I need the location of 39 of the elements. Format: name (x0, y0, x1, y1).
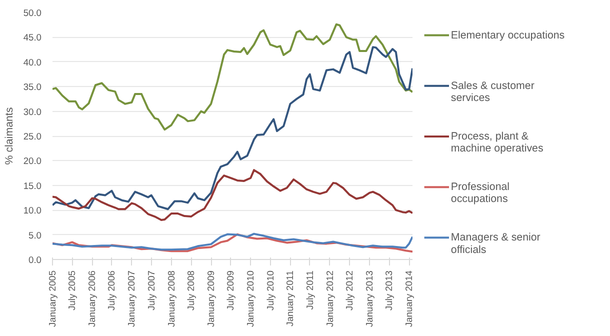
x-tick-label: July 2011 (304, 270, 315, 310)
y-tick-label: 0.0 (28, 255, 42, 265)
line-series (52, 169, 412, 221)
x-tick-label: July 2007 (146, 270, 156, 310)
x-tick-label: July 2012 (344, 270, 355, 310)
y-tick-label: 5.0 (28, 230, 42, 240)
y-tick-label: 35.0 (23, 82, 42, 92)
x-tick-label: January 2012 (324, 270, 335, 328)
y-tick-label: 15.0 (23, 180, 42, 191)
x-tick-label: July 2006 (106, 270, 117, 310)
y-tick-label: 10.0 (23, 206, 42, 216)
legend-label: Professional occupations (450, 181, 510, 206)
x-tick-label: January 2010 (246, 270, 256, 328)
x-tick-label: January 2005 (48, 270, 58, 328)
x-tick-label: July 2010 (265, 270, 276, 310)
legend-label: Process, plant & machine operatives (450, 130, 544, 155)
y-tick-label: 45.0 (23, 32, 42, 43)
x-tick-label: January 2013 (364, 270, 375, 328)
y-tick-label: 40.0 (23, 57, 42, 68)
x-tick-label: January 2014 (404, 270, 414, 328)
legend-label: Sales & customer services (450, 80, 535, 104)
x-tick-label: July 2005 (67, 270, 78, 310)
y-tick-label: 50.0 (23, 8, 42, 18)
x-tick-label: July 2008 (186, 270, 196, 310)
x-tick-label: July 2009 (226, 270, 236, 310)
x-tick-label: January 2007 (126, 270, 137, 328)
y-tick-label: 25.0 (23, 132, 42, 142)
line-series (52, 23, 412, 131)
x-tick-label: July 2013 (384, 270, 394, 310)
y-tick-label: 20.0 (23, 156, 42, 166)
legend-label: Elementary occupations (450, 29, 565, 42)
x-tick-label: January 2008 (166, 270, 176, 328)
line-series (52, 46, 412, 210)
y-axis-title: % claimants (3, 107, 16, 165)
x-tick-label: January 2011 (285, 270, 296, 326)
legend-label: Managers & senior officials (450, 232, 541, 256)
x-tick-label: January 2006 (87, 270, 98, 328)
x-tick-label: January 2009 (206, 270, 216, 328)
y-tick-label: 30.0 (23, 106, 42, 117)
